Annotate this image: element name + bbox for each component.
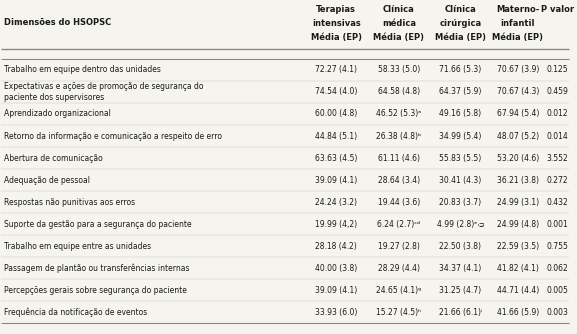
Text: 39.09 (4.1): 39.09 (4.1) [315,176,357,185]
Text: 72.27 (4.1): 72.27 (4.1) [315,65,357,74]
Text: Média (EP): Média (EP) [492,33,544,42]
Text: P valor: P valor [541,5,574,14]
Text: 0.005: 0.005 [546,286,568,295]
Text: 67.94 (5.4): 67.94 (5.4) [497,110,539,119]
Text: Expectativas e ações de promoção de segurança do: Expectativas e ações de promoção de segu… [3,82,203,92]
Text: 19.44 (3.6): 19.44 (3.6) [377,198,420,207]
Text: 26.38 (4.8)ᵇ: 26.38 (4.8)ᵇ [376,132,421,141]
Text: 70.67 (4.3): 70.67 (4.3) [497,88,539,97]
Text: Trabalho em equipe entre as unidades: Trabalho em equipe entre as unidades [3,242,151,251]
Text: 34.37 (4.1): 34.37 (4.1) [439,264,482,273]
Text: Materno-: Materno- [496,5,539,14]
Text: 70.67 (3.9): 70.67 (3.9) [497,65,539,74]
Text: 19.99 (4,2): 19.99 (4,2) [315,220,357,229]
Text: 28.64 (3.4): 28.64 (3.4) [378,176,420,185]
Text: 6.24 (2.7)ᶜᵈ: 6.24 (2.7)ᶜᵈ [377,220,420,229]
Text: 61.11 (4.6): 61.11 (4.6) [378,154,419,163]
Text: Retorno da informação e comunicação a respeito de erro: Retorno da informação e comunicação a re… [3,132,222,141]
Text: 20.83 (3.7): 20.83 (3.7) [440,198,482,207]
Text: 28.18 (4.2): 28.18 (4.2) [316,242,357,251]
Text: 22.59 (3.5): 22.59 (3.5) [497,242,539,251]
Text: 0.125: 0.125 [546,65,568,74]
Text: 24.99 (4.8): 24.99 (4.8) [497,220,539,229]
Text: Terapias: Terapias [316,5,356,14]
Text: 48.07 (5.2): 48.07 (5.2) [497,132,539,141]
Text: 30.41 (4.3): 30.41 (4.3) [439,176,482,185]
Text: 0.272: 0.272 [546,176,568,185]
Text: 22.50 (3.8): 22.50 (3.8) [440,242,481,251]
Text: 0.001: 0.001 [546,220,568,229]
Text: 64.58 (4.8): 64.58 (4.8) [378,88,420,97]
Text: Clínica: Clínica [383,5,415,14]
Text: 53.20 (4.6): 53.20 (4.6) [497,154,539,163]
Text: intensivas: intensivas [312,19,361,28]
Text: Média (EP): Média (EP) [435,33,486,42]
Text: 0.062: 0.062 [546,264,568,273]
Text: 4.99 (2.8)ᵉᴞ: 4.99 (2.8)ᵉᴞ [437,220,484,229]
Text: 41.66 (5.9): 41.66 (5.9) [497,308,539,317]
Text: 36.21 (3.8): 36.21 (3.8) [497,176,539,185]
Text: 19.27 (2.8): 19.27 (2.8) [378,242,419,251]
Text: Média (EP): Média (EP) [310,33,362,42]
Text: 40.00 (3.8): 40.00 (3.8) [315,264,357,273]
Text: Passagem de plantão ou transferências internas: Passagem de plantão ou transferências in… [3,264,189,273]
Text: 24.65 (4.1)ᵍ: 24.65 (4.1)ᵍ [376,286,421,295]
Text: 41.82 (4.1): 41.82 (4.1) [497,264,539,273]
Text: 31.25 (4.7): 31.25 (4.7) [440,286,482,295]
Text: Suporte da gestão para a segurança do paciente: Suporte da gestão para a segurança do pa… [3,220,191,229]
Text: 60.00 (4.8): 60.00 (4.8) [315,110,357,119]
Text: 24.99 (3.1): 24.99 (3.1) [497,198,539,207]
Text: 39.09 (4.1): 39.09 (4.1) [315,286,357,295]
Text: 46.52 (5.3)ᵃ: 46.52 (5.3)ᵃ [376,110,421,119]
Text: 49.16 (5.8): 49.16 (5.8) [440,110,482,119]
Text: 0.459: 0.459 [546,88,568,97]
Text: 64.37 (5.9): 64.37 (5.9) [439,88,482,97]
Text: paciente dos supervisores: paciente dos supervisores [3,93,104,102]
Text: 74.54 (4.0): 74.54 (4.0) [315,88,357,97]
Text: 0.012: 0.012 [546,110,568,119]
Text: 3.552: 3.552 [546,154,568,163]
Text: Trabalho em equipe dentro das unidades: Trabalho em equipe dentro das unidades [3,65,160,74]
Text: 15.27 (4.5)ʰ: 15.27 (4.5)ʰ [376,308,421,317]
Text: 24.24 (3.2): 24.24 (3.2) [315,198,357,207]
Text: Adequação de pessoal: Adequação de pessoal [3,176,89,185]
Text: Frequência da notificação de eventos: Frequência da notificação de eventos [3,308,147,317]
Text: 58.33 (5.0): 58.33 (5.0) [377,65,420,74]
Text: cirúrgica: cirúrgica [440,19,482,28]
Text: Dimensões do HSOPSC: Dimensões do HSOPSC [3,18,111,27]
Text: Clínica: Clínica [445,5,477,14]
Text: 21.66 (6.1)ⁱ: 21.66 (6.1)ⁱ [439,308,482,317]
Text: 55.83 (5.5): 55.83 (5.5) [439,154,482,163]
Text: 28.29 (4.4): 28.29 (4.4) [378,264,419,273]
Text: 0.755: 0.755 [546,242,568,251]
Text: 44.84 (5.1): 44.84 (5.1) [315,132,357,141]
Text: 33.93 (6.0): 33.93 (6.0) [315,308,357,317]
Text: Média (EP): Média (EP) [373,33,424,42]
Text: 0.014: 0.014 [546,132,568,141]
Text: infantil: infantil [501,19,535,28]
Text: 0.432: 0.432 [546,198,568,207]
Text: 44.71 (4.4): 44.71 (4.4) [497,286,539,295]
Text: Aprendizado organizacional: Aprendizado organizacional [3,110,110,119]
Text: médica: médica [382,19,416,28]
Text: 0.003: 0.003 [546,308,568,317]
Text: 71.66 (5.3): 71.66 (5.3) [439,65,482,74]
Text: Respostas não punitivas aos erros: Respostas não punitivas aos erros [3,198,134,207]
Text: Percepções gerais sobre segurança do paciente: Percepções gerais sobre segurança do pac… [3,286,186,295]
Text: 34.99 (5.4): 34.99 (5.4) [439,132,482,141]
Text: Abertura de comunicação: Abertura de comunicação [3,154,102,163]
Text: 63.63 (4.5): 63.63 (4.5) [315,154,357,163]
